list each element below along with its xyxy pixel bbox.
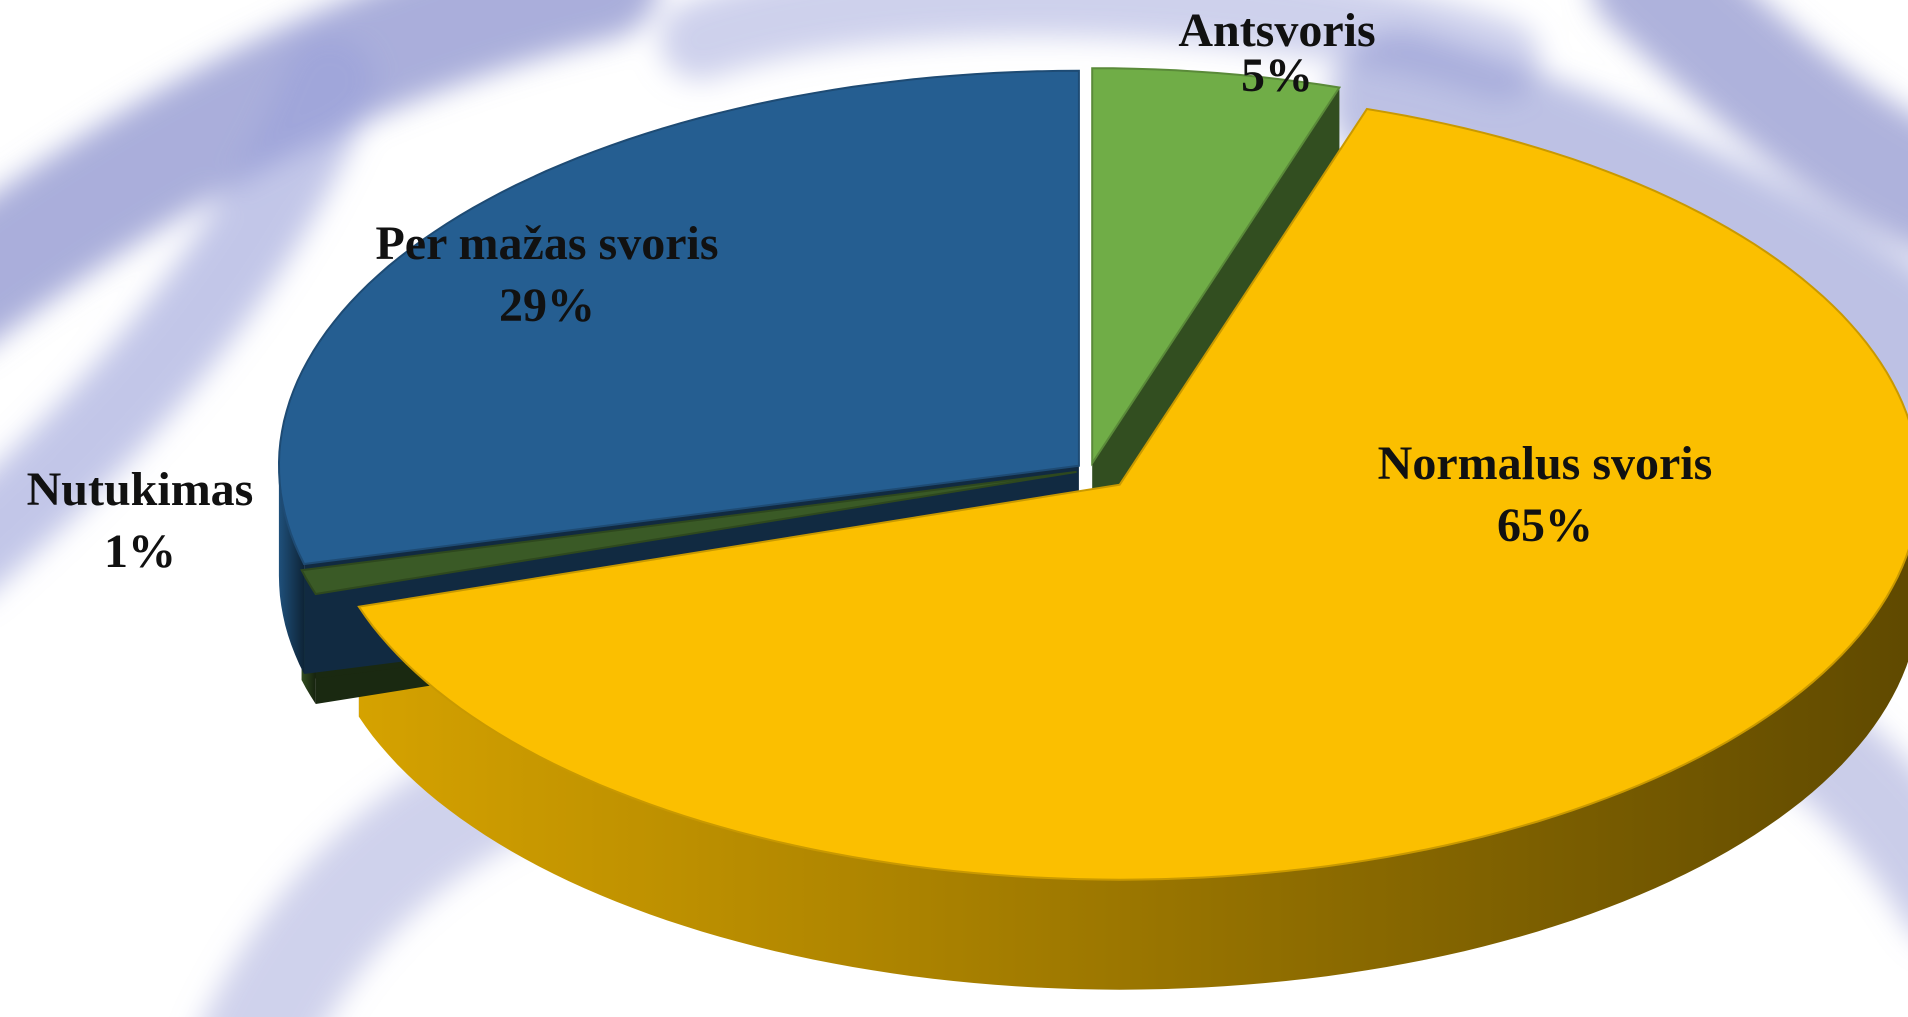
slice (300, 470, 1077, 596)
slice (1091, 67, 1342, 467)
pie-tops (277, 67, 1908, 881)
slice-label: Per mažas svoris (375, 217, 718, 270)
slice-value-label: 1% (104, 525, 176, 578)
slice-value-label: 29% (499, 279, 595, 332)
slice (357, 107, 1908, 881)
slice-label: Normalus svoris (1378, 437, 1713, 490)
slice-label: Antsvoris (1178, 4, 1375, 57)
slice-label: Nutukimas (27, 463, 254, 516)
slice-side (358, 551, 1908, 990)
slice (277, 69, 1080, 566)
slice-value-label: 5% (1241, 49, 1313, 102)
slice-value-label: 65% (1497, 499, 1593, 552)
